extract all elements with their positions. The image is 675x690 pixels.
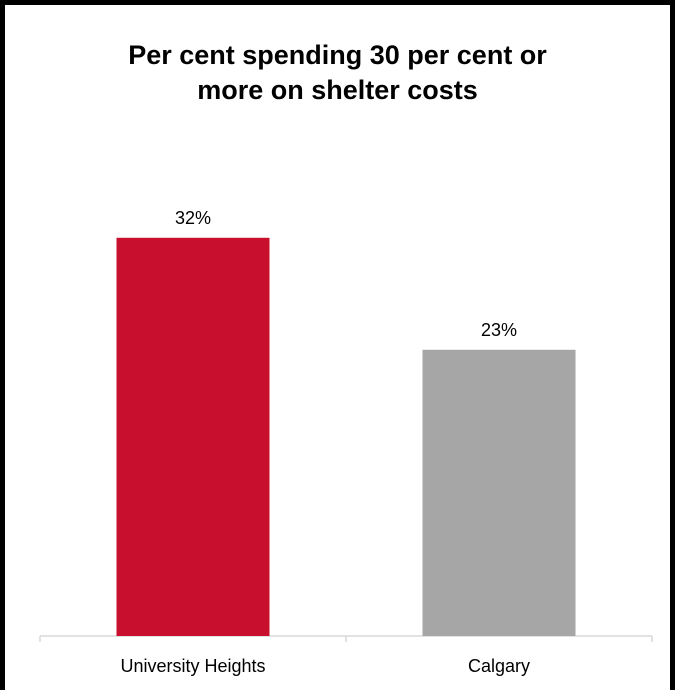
data-label-university-heights: 32% — [175, 208, 211, 228]
chart-title-line-2: more on shelter costs — [197, 75, 478, 105]
x-tick-label-calgary: Calgary — [468, 656, 530, 676]
data-label-calgary: 23% — [481, 320, 517, 340]
chart-title: Per cent spending 30 per cent or more on… — [40, 38, 635, 108]
bar-calgary — [422, 349, 576, 636]
bar-university-heights — [116, 237, 270, 636]
chart-title-line-1: Per cent spending 30 per cent or — [128, 40, 547, 70]
x-tick-label-university-heights: University Heights — [120, 656, 265, 676]
